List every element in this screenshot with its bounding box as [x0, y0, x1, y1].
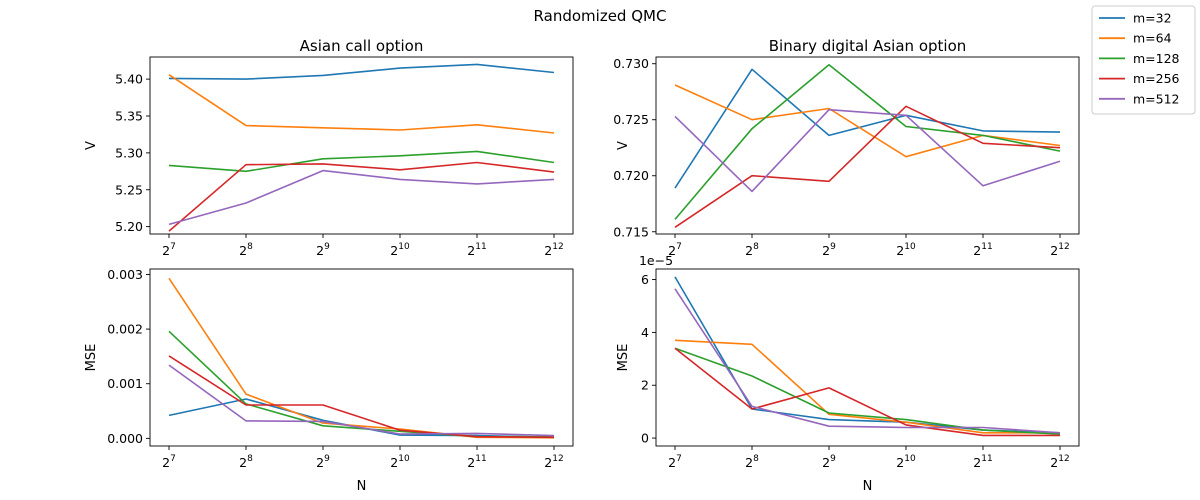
series-line-m-256: [674, 105, 1061, 228]
series-line-m-128: [674, 347, 1061, 435]
x-tick-label: 29: [822, 242, 836, 258]
x-tick-label: 210: [896, 242, 916, 258]
panel-3: 27 28 29 210 211 212 0.000 0.001 0.002 0.003 MSE N: [84, 267, 574, 494]
series-line-m-512: [674, 108, 1061, 193]
legend-entry-label: m=256: [1133, 71, 1180, 86]
y-tick-label: 5.30: [115, 145, 143, 160]
y-tick-label: 2: [641, 378, 649, 393]
x-tick-label: 29: [822, 454, 836, 470]
series-line-m-128: [674, 64, 1061, 220]
x-axis-label: N: [357, 479, 367, 494]
x-tick-label: 29: [316, 242, 330, 258]
y-tick-label: 0.000: [107, 431, 143, 446]
legend: m=32 m=64 m=128 m=256 m=512: [1091, 5, 1196, 115]
y-tick-label: 0.003: [107, 267, 143, 282]
figure-suptitle: Randomized QMC: [534, 7, 667, 25]
y-tick-label: 6: [641, 272, 649, 287]
y-tick-label: 0.002: [107, 322, 143, 337]
panel-4: 27 28 29 210 211 212 0 2 4 6 1e−5 MSE N: [616, 253, 1080, 494]
x-tick-label: 210: [390, 454, 410, 470]
legend-entry-label: m=64: [1133, 31, 1172, 46]
legend-entry-label: m=32: [1133, 11, 1172, 26]
x-tick-label: 27: [668, 242, 682, 258]
series-line-m-32: [674, 276, 1061, 434]
series-line-m-64: [168, 74, 555, 134]
x-tick-label: 212: [544, 242, 563, 258]
y-axis-label: MSE: [84, 344, 99, 372]
subplot-title: Binary digital Asian option: [769, 37, 967, 55]
axes-frame: [149, 268, 574, 447]
x-tick-label: 211: [467, 242, 486, 258]
y-tick-label: 5.20: [115, 219, 143, 234]
axes-frame: [655, 268, 1080, 447]
series-line-m-512: [168, 169, 555, 226]
x-tick-label: 27: [668, 454, 682, 470]
y-offset-text: 1e−5: [639, 253, 673, 268]
series-line-m-256: [168, 355, 555, 439]
y-tick-label: 0.715: [613, 224, 649, 239]
y-tick-label: 5.40: [115, 72, 143, 87]
series-line-m-32: [168, 63, 555, 80]
series-line-m-128: [168, 330, 554, 438]
x-tick-label: 212: [1050, 454, 1069, 470]
x-tick-label: 212: [544, 454, 563, 470]
y-axis-label: MSE: [616, 344, 631, 372]
x-tick-label: 29: [316, 454, 330, 470]
x-tick-label: 28: [745, 242, 759, 258]
x-tick-label: 27: [162, 242, 176, 258]
series-line-m-32: [674, 68, 1061, 189]
legend-entry-label: m=512: [1133, 91, 1180, 106]
y-tick-label: 0.725: [613, 112, 649, 127]
x-tick-label: 212: [1050, 242, 1069, 258]
series-line-m-64: [168, 277, 555, 439]
axes-frame: [149, 56, 574, 235]
series-line-m-64: [674, 339, 1060, 434]
y-axis-label: V: [616, 141, 631, 150]
axes-frame: [655, 56, 1080, 235]
panel-1: 27 28 29 210 211 212 5.20 5.25 5.30 5.35 5.40 Asian…: [84, 37, 574, 258]
y-tick-label: 5.25: [115, 182, 143, 197]
y-tick-label: 0.001: [107, 376, 143, 391]
x-tick-label: 28: [239, 242, 253, 258]
legend-entry-label: m=128: [1133, 51, 1180, 66]
y-tick-label: 0: [641, 431, 649, 446]
subplot-title: Asian call option: [300, 37, 424, 55]
x-tick-label: 27: [162, 454, 176, 470]
panel-2: 27 28 29 210 211 212 0.715 0.720 0.725 0.730 Binar…: [613, 37, 1080, 258]
x-tick-label: 210: [390, 242, 410, 258]
series-line-m-128: [168, 150, 555, 173]
x-tick-label: 211: [973, 242, 992, 258]
y-tick-label: 5.35: [115, 109, 143, 124]
legend-frame: [1091, 5, 1196, 115]
x-tick-label: 211: [467, 454, 486, 470]
y-tick-label: 0.720: [613, 168, 649, 183]
x-tick-label: 28: [745, 454, 759, 470]
y-tick-label: 0.730: [613, 56, 649, 71]
x-tick-label: 210: [896, 454, 916, 470]
y-tick-label: 4: [641, 325, 649, 340]
subplots: 27 28 29 210 211 212 5.20 5.25 5.30 5.35 5.40 Asian…: [84, 37, 1080, 494]
x-tick-label: 28: [239, 454, 253, 470]
series-line-m-256: [168, 161, 555, 232]
x-tick-label: 211: [973, 454, 992, 470]
series-line-m-512: [168, 364, 555, 437]
x-axis-label: N: [863, 479, 873, 494]
series-line-m-512: [674, 288, 1061, 434]
y-axis-label: V: [84, 141, 99, 150]
series-line-m-64: [674, 84, 1061, 158]
series-line-m-256: [674, 347, 1060, 437]
